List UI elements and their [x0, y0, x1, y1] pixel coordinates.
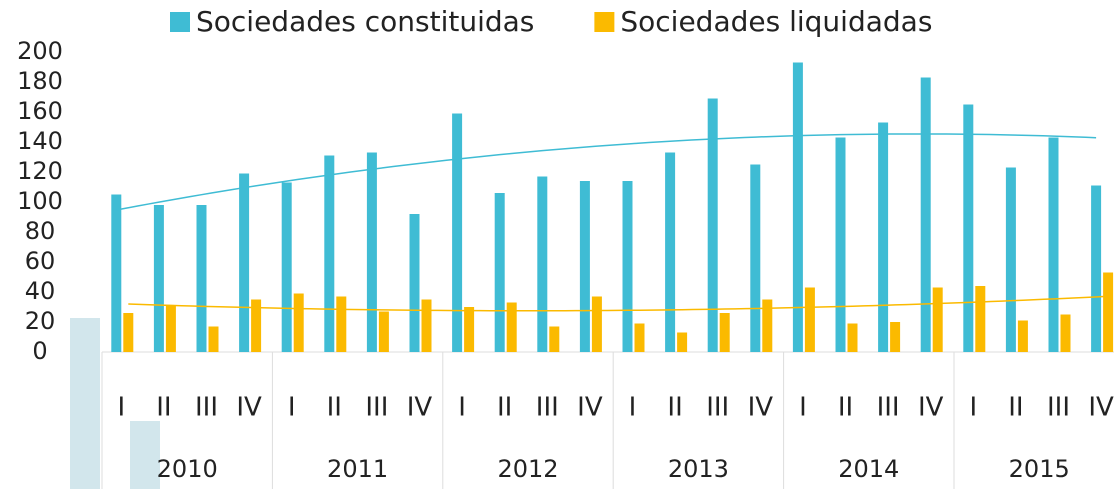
bar	[464, 307, 475, 352]
x-tick-label: I	[969, 393, 977, 423]
x-tick-label: III	[536, 393, 559, 423]
x-tick-label: III	[877, 393, 900, 423]
x-tick-label: II	[156, 393, 171, 423]
bar	[336, 296, 347, 352]
x-tick-label: II	[838, 393, 853, 423]
y-tick-label: 100	[17, 187, 63, 215]
year-label: 2010	[157, 455, 218, 483]
x-tick-label: IV	[748, 393, 774, 423]
bar	[707, 98, 718, 352]
x-tick-label: IV	[577, 393, 603, 423]
x-tick-label: III	[195, 393, 218, 423]
artifact	[70, 318, 100, 489]
bar	[932, 287, 943, 352]
x-tick-label: I	[458, 393, 466, 423]
bar	[719, 313, 730, 352]
bar	[835, 137, 846, 352]
y-tick-label: 40	[25, 277, 56, 305]
y-tick-label: 20	[25, 307, 56, 335]
x-tick-label: I	[288, 393, 296, 423]
x-tick-label: IV	[236, 393, 262, 423]
x-tick-label: III	[1047, 393, 1070, 423]
x-tick-label: I	[799, 393, 807, 423]
bar	[494, 193, 505, 352]
bar	[165, 305, 176, 352]
bar	[1103, 272, 1114, 352]
bar	[579, 181, 590, 352]
legend-label: Sociedades liquidadas	[620, 5, 932, 38]
bar	[1017, 320, 1028, 352]
bar	[452, 113, 463, 352]
x-tick-label: II	[1008, 393, 1023, 423]
bar	[878, 122, 889, 352]
bar	[665, 152, 676, 352]
bar	[847, 323, 858, 352]
x-tick-label: IV	[1088, 393, 1114, 423]
bar	[677, 332, 688, 352]
bar	[634, 323, 645, 352]
bar	[890, 322, 901, 352]
y-tick-label: 0	[32, 337, 47, 365]
bar	[324, 155, 335, 352]
bar	[251, 299, 262, 352]
bar	[920, 77, 931, 352]
y-tick-label: 140	[17, 127, 63, 155]
y-tick-label: 180	[17, 67, 63, 95]
bar	[123, 313, 134, 352]
x-tick-label: II	[667, 393, 682, 423]
y-tick-label: 120	[17, 157, 63, 185]
bar	[378, 311, 389, 352]
year-label: 2012	[497, 455, 558, 483]
legend-swatch	[594, 12, 615, 32]
x-tick-label: IV	[918, 393, 944, 423]
year-label: 2015	[1009, 455, 1070, 483]
bar	[591, 296, 602, 352]
x-tick-label: II	[327, 393, 342, 423]
bar	[1060, 314, 1071, 352]
bar	[281, 182, 292, 352]
bar	[549, 326, 560, 352]
bar	[1005, 167, 1016, 352]
bar	[804, 287, 815, 352]
x-tick-label: II	[497, 393, 512, 423]
bar	[506, 302, 517, 352]
bar	[153, 205, 164, 352]
x-tick-label: III	[706, 393, 729, 423]
artifact	[130, 421, 160, 489]
legend-swatch	[170, 12, 190, 32]
x-tick-label: III	[365, 393, 388, 423]
bar	[1091, 185, 1102, 352]
bar	[366, 152, 377, 352]
x-tick-label: I	[629, 393, 637, 423]
bar	[975, 286, 986, 352]
year-label: 2014	[838, 455, 899, 483]
bar	[293, 293, 304, 352]
bar	[111, 194, 122, 352]
bar	[622, 181, 633, 352]
bar	[750, 164, 761, 352]
bar	[963, 104, 974, 352]
y-tick-label: 160	[17, 97, 63, 125]
bar	[421, 299, 432, 352]
year-label: 2011	[327, 455, 388, 483]
bar	[196, 205, 207, 352]
year-label: 2013	[668, 455, 729, 483]
bar	[792, 62, 803, 352]
x-tick-label: I	[117, 393, 125, 423]
trendline	[116, 133, 1097, 211]
x-tick-label: IV	[407, 393, 433, 423]
legend-label: Sociedades constituidas	[196, 5, 534, 38]
bar	[762, 299, 773, 352]
y-tick-label: 200	[17, 37, 63, 65]
trendline	[128, 295, 1109, 312]
bar	[537, 176, 548, 352]
bar	[409, 214, 420, 352]
bar	[208, 326, 219, 352]
bar	[1048, 137, 1059, 352]
y-tick-label: 80	[25, 217, 56, 245]
bar	[239, 173, 250, 352]
y-tick-label: 60	[25, 247, 56, 275]
